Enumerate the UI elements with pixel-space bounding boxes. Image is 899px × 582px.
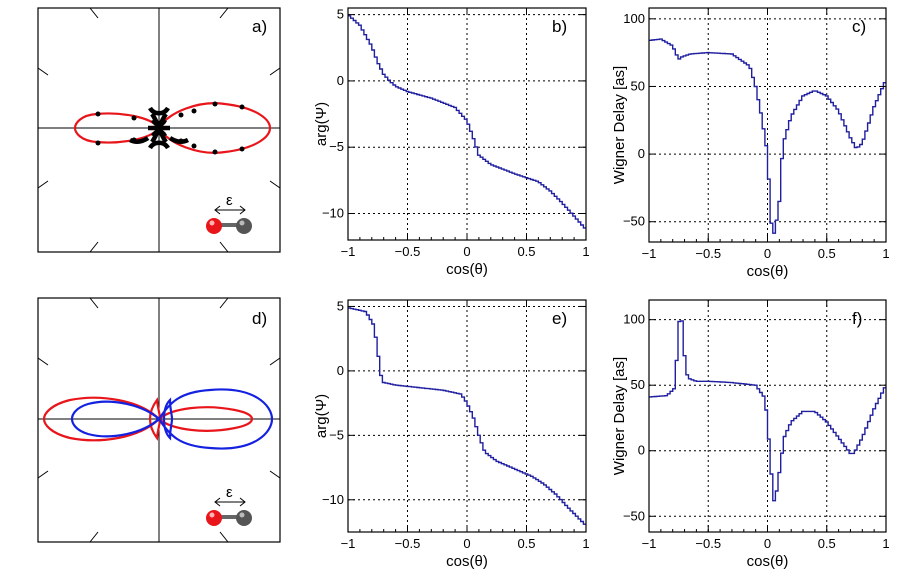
panel-a-red-lobe bbox=[73, 102, 272, 154]
panel-f-xtick-label-4: 1 bbox=[882, 536, 889, 551]
panel-d: d) ε bbox=[37, 297, 281, 543]
panel-d-angle-ticks bbox=[37, 297, 281, 543]
panel-b-ylabel: arg(Ψ) bbox=[313, 102, 330, 146]
panel-e-xtick-label-2: 0 bbox=[463, 536, 470, 551]
panel-c-ylabel: Wigner Delay [as] bbox=[611, 66, 628, 184]
panel-b: −1 −0.5 0 0.5 1 5 0 −5 −10 cos(θ) arg(Ψ) b) bbox=[313, 7, 590, 278]
panel-b-label: b) bbox=[552, 17, 567, 36]
panel-b-xtick-label-2: 0 bbox=[463, 244, 470, 259]
panel-d-blue-lobe bbox=[70, 388, 274, 450]
panel-e-ytick-label-0: 5 bbox=[337, 298, 344, 313]
panel-f-xtick-label-1: −0.5 bbox=[695, 536, 721, 551]
panel-f: −1 −0.5 0 0.5 1 100 50 0 −50 cos(θ) Wigner Delay [… bbox=[611, 299, 890, 570]
panel-f-ytick-label-3: −50 bbox=[623, 508, 645, 523]
panel-a-label: a) bbox=[252, 17, 267, 36]
panel-b-ytick-label-1: 0 bbox=[337, 73, 344, 88]
panel-e: −1 −0.5 0 0.5 1 5 0 −5 −10 cos(θ) arg(Ψ) e) bbox=[313, 298, 590, 570]
panel-d-epsilon-label: ε bbox=[226, 484, 233, 501]
panel-c: −1 −0.5 0 0.5 1 100 50 0 −50 cos(θ) Wigner Delay [… bbox=[611, 7, 890, 280]
panel-a-epsilon-label: ε bbox=[226, 192, 233, 209]
panel-b-xtick-label-0: −1 bbox=[341, 244, 356, 259]
panel-b-xtick-label-1: −0.5 bbox=[395, 244, 421, 259]
panel-f-ytick-label-2: 0 bbox=[638, 443, 645, 458]
panel-b-ytick-label-0: 5 bbox=[337, 7, 344, 22]
panel-a-angle-ticks bbox=[37, 7, 281, 253]
panel-b-xtick-label-3: 0.5 bbox=[517, 244, 535, 259]
panel-c-series-line bbox=[649, 38, 886, 234]
panel-e-ylabel: arg(Ψ) bbox=[313, 394, 330, 438]
panel-f-ylabel: Wigner Delay [as] bbox=[611, 357, 628, 475]
panel-a-co-molecule bbox=[206, 218, 252, 234]
panel-b-ytick-label-3: −10 bbox=[322, 205, 344, 220]
panel-d-co-molecule bbox=[206, 510, 252, 526]
panel-f-label: f) bbox=[852, 309, 862, 328]
panel-f-xtick-label-3: 0.5 bbox=[818, 536, 836, 551]
panel-f-xtick-label-0: −1 bbox=[642, 536, 657, 551]
panel-b-xlabel: cos(θ) bbox=[446, 261, 488, 278]
panel-d-polarization-arrow bbox=[214, 497, 246, 507]
panel-d-label: d) bbox=[252, 309, 267, 328]
panel-c-xtick-label-4: 1 bbox=[882, 246, 889, 261]
panel-e-xtick-label-0: −1 bbox=[341, 536, 356, 551]
panel-e-xtick-label-4: 1 bbox=[582, 536, 589, 551]
panel-c-xtick-label-3: 0.5 bbox=[818, 246, 836, 261]
panel-e-xtick-label-1: −0.5 bbox=[395, 536, 421, 551]
panel-f-ytick-label-0: 100 bbox=[623, 312, 645, 327]
panel-b-series-line bbox=[348, 15, 586, 229]
panel-c-ytick-label-0: 100 bbox=[623, 11, 645, 26]
panel-b-ytick-label-2: −5 bbox=[329, 139, 344, 154]
panel-e-label: e) bbox=[552, 309, 567, 328]
panel-e-xlabel: cos(θ) bbox=[446, 553, 488, 570]
panel-a: a) ε bbox=[37, 7, 281, 253]
panel-a-polarization-arrow bbox=[214, 205, 246, 215]
panel-c-xtick-label-2: 0 bbox=[764, 246, 771, 261]
panel-c-ytick-label-3: −50 bbox=[623, 214, 645, 229]
panel-f-ytick-label-1: 50 bbox=[631, 377, 645, 392]
panel-c-xtick-label-1: −0.5 bbox=[695, 246, 721, 261]
panel-e-series-line bbox=[348, 307, 586, 525]
panel-e-xtick-label-3: 0.5 bbox=[517, 536, 535, 551]
panel-e-ytick-label-2: −5 bbox=[329, 427, 344, 442]
panel-b-xtick-label-4: 1 bbox=[582, 244, 589, 259]
panel-c-label: c) bbox=[852, 17, 866, 36]
panel-f-series-line bbox=[649, 320, 886, 502]
panel-e-ytick-label-1: 0 bbox=[337, 363, 344, 378]
panel-c-xlabel: cos(θ) bbox=[747, 263, 789, 280]
panel-f-xlabel: cos(θ) bbox=[747, 553, 789, 570]
panel-a-black-lobe-cluster bbox=[128, 106, 190, 150]
panel-c-ytick-label-1: 50 bbox=[631, 78, 645, 93]
panel-c-xtick-label-0: −1 bbox=[642, 246, 657, 261]
panel-c-ytick-label-2: 0 bbox=[638, 146, 645, 161]
panel-e-ytick-label-3: −10 bbox=[322, 492, 344, 507]
panel-f-xtick-label-2: 0 bbox=[764, 536, 771, 551]
